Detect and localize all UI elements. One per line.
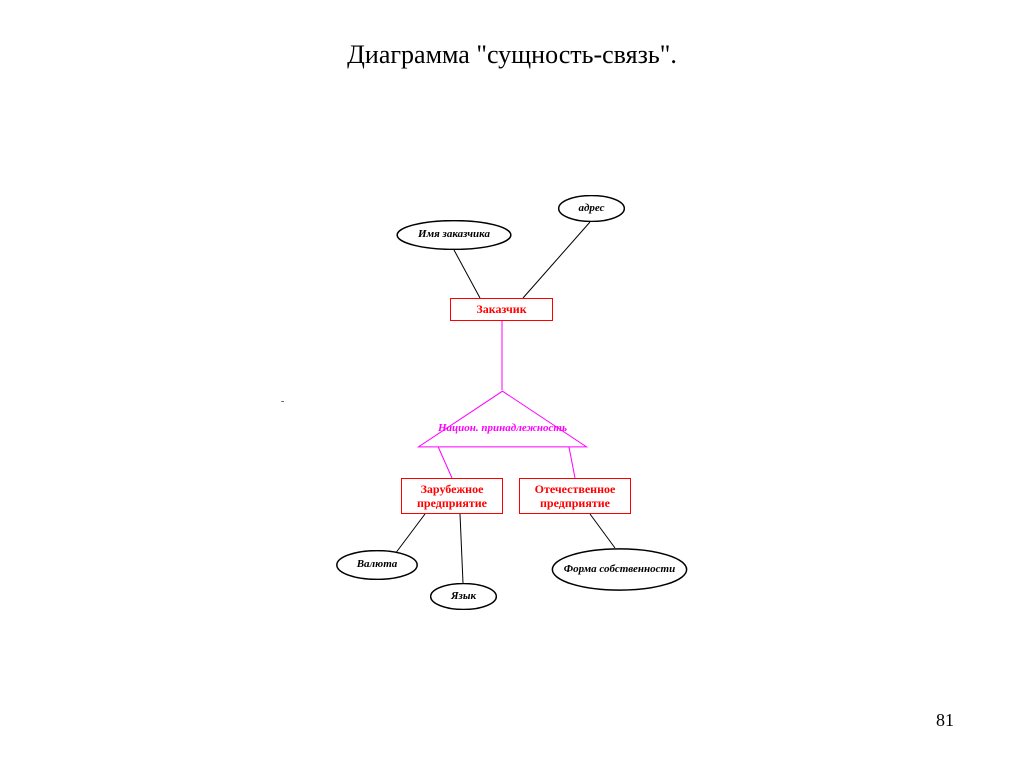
attr-ownership: Форма собственности bbox=[551, 548, 688, 591]
attr-language-label: Язык bbox=[445, 590, 482, 603]
attr-language: Язык bbox=[430, 583, 497, 610]
attr-address: адрес bbox=[558, 195, 625, 222]
relation-nationality-label: Национ. принадлежность bbox=[438, 422, 567, 435]
attr-customer-name-label: Имя заказчика bbox=[412, 228, 496, 241]
entity-foreign-label: Зарубежное предприятие bbox=[417, 482, 487, 511]
relation-nationality: Национ. принадлежность bbox=[415, 390, 590, 448]
er-diagram: Имя заказчика адрес Валюта Язык Форма со… bbox=[0, 0, 1024, 767]
connector-lines bbox=[0, 0, 1024, 767]
attr-ownership-label: Форма собственности bbox=[558, 563, 681, 576]
entity-foreign: Зарубежное предприятие bbox=[401, 478, 503, 514]
attr-customer-name: Имя заказчика bbox=[396, 220, 512, 250]
entity-customer-label: Заказчик bbox=[476, 302, 526, 316]
attr-currency-label: Валюта bbox=[351, 558, 404, 571]
entity-domestic: Отечественное предприятие bbox=[519, 478, 631, 514]
attr-currency: Валюта bbox=[336, 550, 418, 580]
attr-address-label: адрес bbox=[572, 202, 610, 215]
entity-domestic-label: Отечественное предприятие bbox=[535, 482, 616, 511]
entity-customer: Заказчик bbox=[450, 298, 553, 321]
